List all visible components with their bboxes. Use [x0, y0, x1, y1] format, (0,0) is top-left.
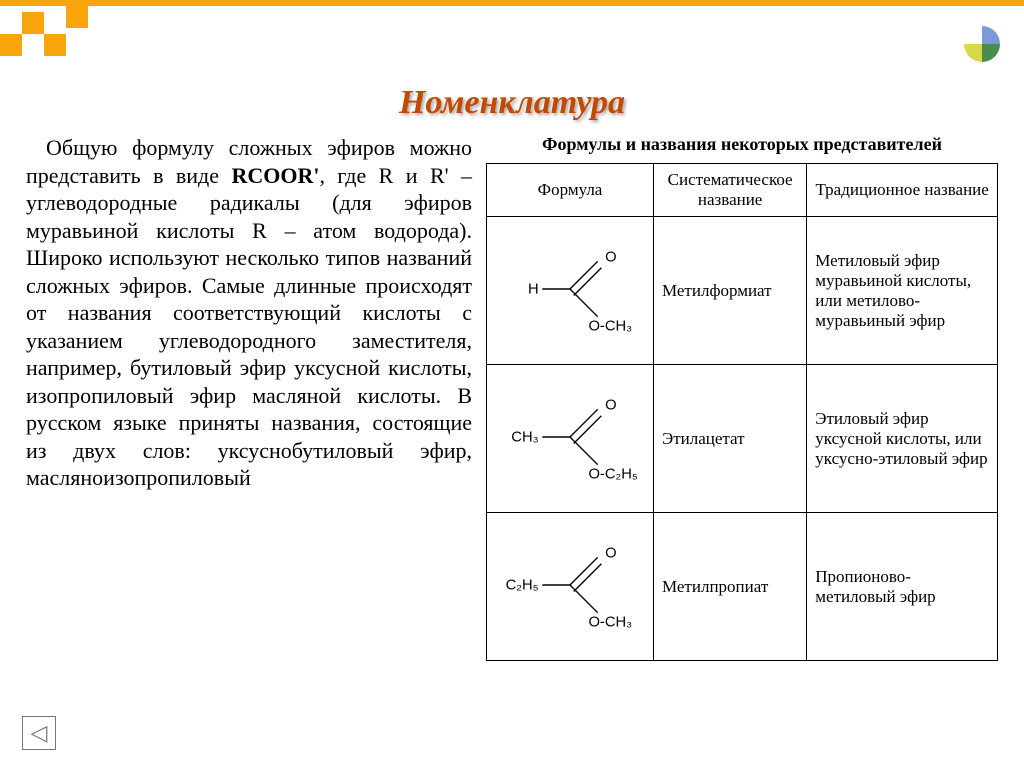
formula-bold: RCOOR' — [231, 163, 319, 188]
svg-text:O-CH₃: O-CH₃ — [588, 318, 632, 334]
back-arrow-icon: ◁ — [31, 720, 48, 745]
esters-table: Формула Систематическое название Традици… — [486, 163, 998, 661]
formula-cell: C₂H₅ O O-CH₃ — [487, 513, 654, 661]
systematic-name: Метилпропиат — [654, 513, 807, 661]
table-caption: Формулы и названия некоторых представите… — [486, 134, 998, 155]
table-row: C₂H₅ O O-CH₃ МетилпропиатПропионово-мети… — [487, 513, 998, 661]
structural-formula-icon: H O O-CH₃ — [495, 229, 645, 349]
structural-formula-icon: C₂H₅ O O-CH₃ — [495, 525, 645, 645]
traditional-name: Этиловый эфир уксусной кислоты, или уксу… — [807, 365, 998, 513]
body-text: Общую формулу сложных эфиров можно предс… — [26, 134, 472, 748]
page-title: Номенклатура — [0, 84, 1024, 122]
svg-text:O: O — [605, 397, 616, 413]
table-row: H O O-CH₃ МетилформиатМетиловый эфир мур… — [487, 217, 998, 365]
svg-text:C₂H₅: C₂H₅ — [506, 577, 539, 593]
col-traditional: Традиционное название — [807, 164, 998, 217]
col-formula: Формула — [487, 164, 654, 217]
globe-icon — [964, 26, 1000, 62]
table-header-row: Формула Систематическое название Традици… — [487, 164, 998, 217]
formula-cell: CH₃ O O-C₂H₅ — [487, 365, 654, 513]
back-button[interactable]: ◁ — [22, 716, 56, 750]
formula-cell: H O O-CH₃ — [487, 217, 654, 365]
svg-text:H: H — [528, 281, 539, 297]
content-area: Общую формулу сложных эфиров можно предс… — [26, 134, 998, 748]
systematic-name: Этилацетат — [654, 365, 807, 513]
body-continued: , где R и R' – углеводородные радикалы (… — [26, 163, 472, 491]
svg-text:O: O — [605, 545, 616, 561]
svg-text:O-C₂H₅: O-C₂H₅ — [588, 466, 637, 482]
table-panel: Формулы и названия некоторых представите… — [486, 134, 998, 748]
table-row: CH₃ O O-C₂H₅ ЭтилацетатЭтиловый эфир укс… — [487, 365, 998, 513]
svg-text:O: O — [605, 249, 616, 265]
systematic-name: Метилформиат — [654, 217, 807, 365]
svg-text:CH₃: CH₃ — [511, 429, 538, 445]
traditional-name: Метиловый эфир муравьиной кислоты, или м… — [807, 217, 998, 365]
traditional-name: Пропионово-метиловый эфир — [807, 513, 998, 661]
svg-text:O-CH₃: O-CH₃ — [588, 614, 632, 630]
structural-formula-icon: CH₃ O O-C₂H₅ — [495, 377, 645, 497]
col-systematic: Систематическое название — [654, 164, 807, 217]
